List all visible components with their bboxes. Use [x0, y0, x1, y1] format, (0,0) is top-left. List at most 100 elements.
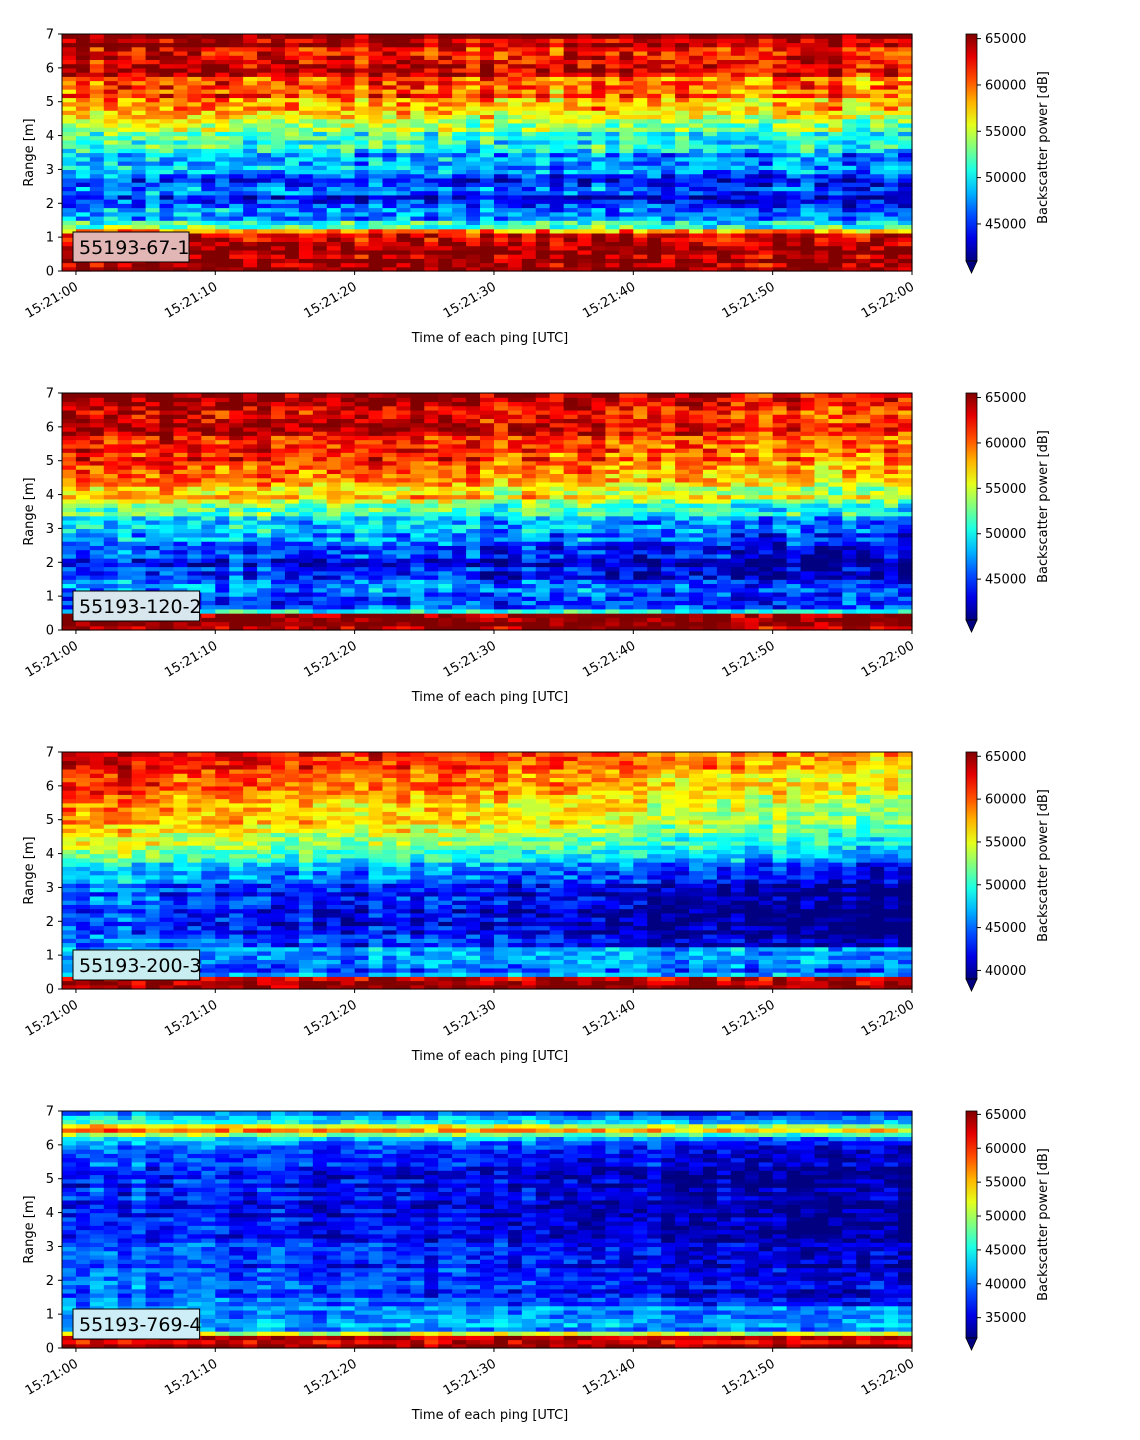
heatmap-cell: [689, 169, 704, 174]
heatmap-cell: [341, 140, 356, 145]
heatmap-cell: [898, 119, 913, 124]
heatmap-cell: [160, 178, 175, 183]
heatmap-cell: [898, 76, 913, 81]
heatmap-cell: [536, 246, 551, 251]
heatmap-cell: [410, 431, 425, 436]
heatmap-cell: [76, 410, 91, 415]
heatmap-cell: [215, 600, 230, 605]
heatmap-cell: [104, 490, 119, 495]
heatmap-cell: [285, 554, 300, 559]
heatmap-cell: [341, 76, 356, 81]
heatmap-cell: [396, 567, 411, 572]
heatmap-cell: [564, 246, 579, 251]
heatmap-cell: [898, 47, 913, 52]
heatmap-cell: [215, 89, 230, 94]
heatmap-cell: [90, 579, 105, 584]
heatmap-cell: [187, 93, 202, 98]
heatmap-cell: [801, 123, 816, 128]
heatmap-cell: [313, 254, 328, 259]
heatmap-cell: [313, 524, 328, 529]
heatmap-cell: [382, 473, 397, 478]
heatmap-cell: [76, 191, 91, 196]
heatmap-cell: [201, 486, 216, 491]
heatmap-cell: [898, 89, 913, 94]
heatmap-cell: [229, 605, 244, 610]
heatmap-cell: [313, 47, 328, 52]
heatmap-cell: [104, 499, 119, 504]
heatmap-cell: [104, 169, 119, 174]
heatmap-cell: [550, 157, 565, 162]
heatmap-cell: [104, 473, 119, 478]
heatmap-cell: [341, 541, 356, 546]
heatmap-cell: [313, 617, 328, 622]
heatmap-cell: [424, 212, 439, 217]
heatmap-cell: [229, 93, 244, 98]
heatmap-cell: [369, 609, 384, 614]
heatmap-cell: [132, 571, 147, 576]
heatmap-cell: [90, 435, 105, 440]
heatmap-cell: [647, 157, 662, 162]
heatmap-cell: [424, 528, 439, 533]
heatmap-cell: [731, 34, 746, 39]
heatmap-cell: [410, 448, 425, 453]
heatmap-cell: [689, 165, 704, 170]
heatmap-cell: [396, 72, 411, 77]
heatmap-cell: [369, 89, 384, 94]
heatmap-cell: [76, 440, 91, 445]
heatmap-cell: [76, 59, 91, 64]
heatmap-cell: [717, 51, 732, 56]
heatmap-cell: [382, 490, 397, 495]
heatmap-cell: [438, 131, 453, 136]
heatmap-cell: [703, 68, 718, 73]
heatmap-cell: [271, 410, 286, 415]
heatmap-cell: [243, 47, 258, 52]
heatmap-cell: [257, 68, 272, 73]
heatmap-cell: [424, 161, 439, 166]
heatmap-cell: [201, 153, 216, 158]
heatmap-cell: [313, 165, 328, 170]
heatmap-cell: [396, 545, 411, 550]
heatmap-cell: [76, 102, 91, 107]
heatmap-cell: [396, 613, 411, 618]
heatmap-cell: [173, 216, 188, 221]
heatmap-cell: [466, 229, 481, 234]
heatmap-cell: [243, 533, 258, 538]
heatmap-cell: [201, 246, 216, 251]
heatmap-cell: [132, 38, 147, 43]
heatmap-cell: [731, 38, 746, 43]
heatmap-cell: [243, 435, 258, 440]
heatmap-cell: [271, 617, 286, 622]
heatmap-cell: [327, 81, 342, 86]
heatmap-cell: [717, 195, 732, 200]
heatmap-cell: [285, 528, 300, 533]
heatmap-cell: [341, 119, 356, 124]
heatmap-cell: [382, 42, 397, 47]
heatmap-cell: [842, 131, 857, 136]
heatmap-cell: [745, 241, 760, 246]
heatmap-cell: [299, 533, 314, 538]
heatmap-cell: [856, 42, 871, 47]
heatmap-cell: [661, 165, 676, 170]
heatmap-cell: [271, 482, 286, 487]
heatmap-cell: [801, 127, 816, 132]
heatmap-cell: [884, 72, 899, 77]
heatmap-cell: [424, 64, 439, 69]
heatmap-cell: [382, 528, 397, 533]
heatmap-cell: [187, 186, 202, 191]
heatmap-cell: [536, 76, 551, 81]
heatmap-cell: [355, 169, 370, 174]
heatmap-cell: [466, 34, 481, 39]
heatmap-cell: [132, 34, 147, 39]
heatmap-cell: [104, 444, 119, 449]
heatmap-cell: [173, 465, 188, 470]
heatmap-cell: [801, 178, 816, 183]
heatmap-cell: [773, 55, 788, 60]
heatmap-cell: [661, 51, 676, 56]
heatmap-cell: [870, 195, 885, 200]
heatmap-cell: [271, 59, 286, 64]
heatmap-cell: [257, 469, 272, 474]
heatmap-cell: [271, 596, 286, 601]
heatmap-cell: [118, 208, 133, 213]
heatmap-cell: [382, 102, 397, 107]
